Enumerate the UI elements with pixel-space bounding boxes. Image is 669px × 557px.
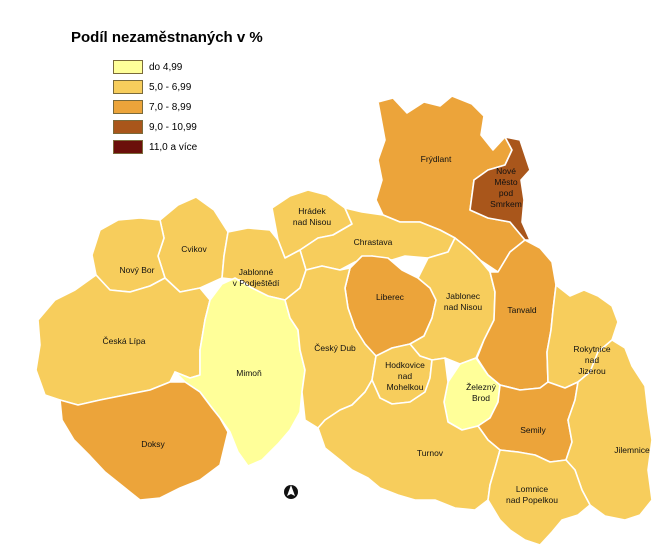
north-arrow-icon	[284, 485, 298, 499]
legend-swatch	[113, 140, 143, 154]
region-doksy[interactable]	[59, 381, 229, 501]
region-turnov[interactable]	[317, 357, 501, 511]
region-label-cesky-dub: Český Dub	[314, 343, 356, 353]
legend-item: do 4,99	[113, 57, 197, 77]
region-label-hodkovice: Hodkovice nad Mohelkou	[385, 360, 425, 392]
region-nove-mesto[interactable]	[469, 136, 531, 241]
region-chrastava[interactable]	[299, 207, 456, 271]
region-label-doksy: Doksy	[141, 439, 165, 449]
legend-swatch	[113, 80, 143, 94]
region-label-liberec: Liberec	[376, 292, 405, 302]
legend-label: 9,0 - 10,99	[149, 121, 197, 133]
legend-swatch	[113, 60, 143, 74]
region-label-jilemnice: Jilemnice	[614, 445, 650, 455]
region-label-zelezny-brod: Železný Brod	[466, 382, 497, 403]
region-label-jablonne: Jablonné v Podještědí	[233, 267, 280, 288]
region-label-lomnice: Lomnice nad Popelkou	[506, 484, 558, 505]
region-label-mimon: Mimoň	[236, 368, 262, 378]
region-lomnice[interactable]	[487, 449, 591, 546]
legend-label: do 4,99	[149, 61, 183, 73]
regions-layer	[35, 95, 653, 546]
legend-item: 5,0 - 6,99	[113, 77, 197, 97]
region-label-nove-mesto: Nové Město pod Smrkem	[490, 166, 522, 209]
labels-layer: Frýdlant Nové Město pod Smrkem Hrádek nad Niso…	[103, 154, 650, 505]
region-jilemnice[interactable]	[565, 339, 653, 521]
region-label-turnov: Turnov	[417, 448, 444, 458]
legend-label: 11,0 a více	[149, 141, 198, 153]
legend-label: 7,0 - 8,99	[149, 101, 192, 113]
region-label-semily: Semily	[520, 425, 546, 435]
legend-item: 11,0 a více	[113, 137, 197, 157]
region-label-cvikov: Cvikov	[181, 244, 207, 254]
legend-item: 9,0 - 10,99	[113, 117, 197, 137]
region-label-ceska-lipa: Česká Lípa	[103, 336, 146, 346]
region-novy-bor[interactable]	[91, 217, 166, 293]
region-label-tanvald: Tanvald	[507, 305, 537, 315]
legend-swatch	[113, 120, 143, 134]
legend-swatch	[113, 100, 143, 114]
region-label-hradek: Hrádek nad Nisou	[293, 206, 332, 227]
region-label-chrastava: Chrastava	[354, 237, 393, 247]
legend-item: 7,0 - 8,99	[113, 97, 197, 117]
legend: do 4,99 5,0 - 6,99 7,0 - 8,99 9,0 - 10,9…	[113, 57, 197, 157]
legend-label: 5,0 - 6,99	[149, 81, 192, 93]
region-label-rokytnice: Rokytnice nad Jizerou	[573, 344, 611, 376]
region-label-jablonec: Jablonec nad Nisou	[444, 291, 483, 312]
region-label-frydlant: Frýdlant	[421, 154, 452, 164]
map-title: Podíl nezaměstnaných v %	[71, 29, 263, 46]
region-label-novy-bor: Nový Bor	[120, 265, 155, 275]
region-mimon[interactable]	[174, 277, 306, 467]
